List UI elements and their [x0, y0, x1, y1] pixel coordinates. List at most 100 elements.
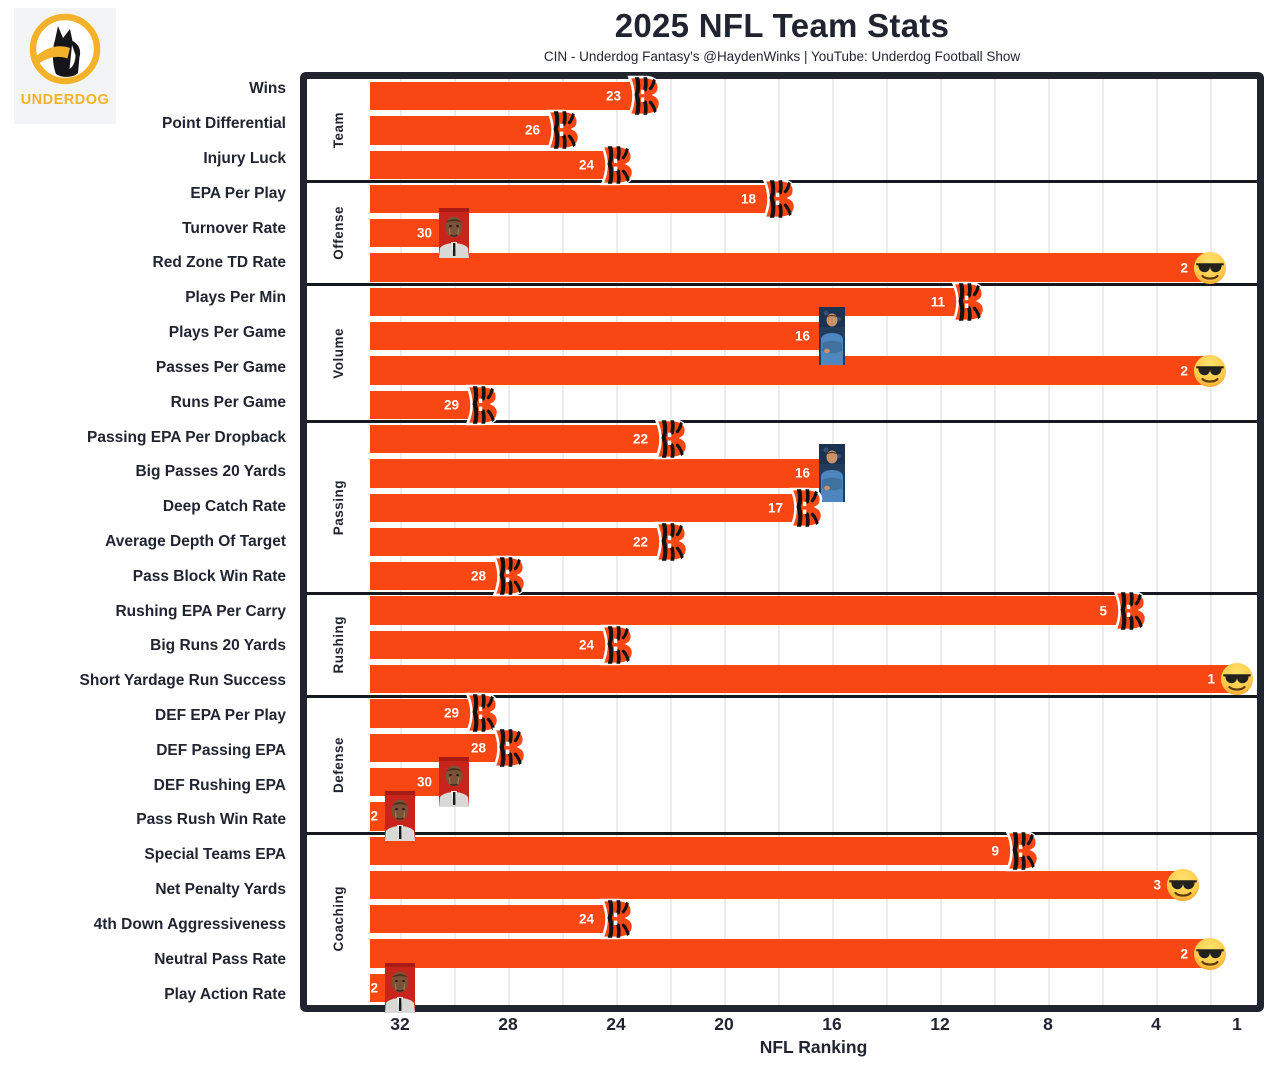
chart-row: 23	[370, 75, 1257, 117]
rank-value: 2	[1180, 363, 1188, 379]
bengals-logo-icon	[597, 898, 635, 940]
group-divider	[307, 283, 1257, 287]
chart-row: 16	[370, 307, 1257, 366]
rank-value: 28	[470, 740, 486, 756]
rank-bar: 23	[370, 82, 643, 111]
rank-bar: 22	[370, 527, 670, 557]
chart-row: 28	[370, 727, 1257, 768]
chart-row: 24	[370, 144, 1257, 185]
rank-value: 16	[794, 328, 810, 344]
underdog-wordmark: UNDERDOG	[20, 92, 110, 108]
rank-bar: 2	[370, 939, 1210, 968]
bengals-logo-icon	[1110, 590, 1148, 632]
group-label-offense: Offense	[307, 182, 370, 285]
chart-row: 2	[370, 250, 1257, 284]
bengals-logo-icon	[948, 281, 986, 323]
row-label: Wins	[249, 80, 286, 98]
row-label: 4th Down Aggressiveness	[93, 915, 286, 933]
row-label: Point Differential	[161, 115, 286, 133]
x-axis-ticks: 32 28 24 20 16 12 8 4 1	[370, 1014, 1257, 1036]
smiling-face-with-sunglasses-emoji-icon	[1166, 868, 1200, 902]
x-tick-label: 28	[498, 1014, 518, 1034]
row-label: Big Passes 20 Yards	[135, 463, 286, 481]
chart-row: 22	[370, 418, 1257, 460]
rank-value: 2	[1180, 946, 1188, 962]
chart-row: 5	[370, 590, 1257, 631]
smiling-face-with-sunglasses-emoji-icon	[1193, 354, 1227, 388]
rank-bar: 9	[370, 836, 1021, 865]
bengals-logo-icon	[759, 178, 797, 220]
row-label: Deep Catch Rate	[162, 498, 286, 516]
gridline	[886, 79, 888, 1005]
gridline	[940, 79, 942, 1005]
row-label: EPA Per Play	[190, 184, 286, 202]
rank-value: 32	[370, 980, 378, 996]
rank-bar: 24	[370, 905, 616, 934]
crying-jordan-icon	[385, 962, 415, 1013]
underdog-logo: UNDERDOG	[14, 8, 116, 124]
rank-bar: 2	[370, 253, 1210, 282]
rank-value: 9	[991, 843, 999, 859]
rank-value: 17	[767, 500, 783, 516]
rank-value: 24	[578, 157, 594, 173]
row-label: DEF Passing EPA	[156, 741, 286, 759]
rank-value: 24	[578, 911, 594, 927]
group-divider	[307, 591, 1257, 595]
bengals-logo-icon	[597, 144, 635, 186]
row-label: DEF EPA Per Play	[155, 707, 286, 725]
rank-bar: 26	[370, 116, 562, 145]
chart-row: 30	[370, 208, 1257, 259]
coach-arms-crossed-icon	[819, 307, 845, 366]
rank-value: 28	[470, 568, 486, 584]
bengals-logo-icon	[462, 384, 500, 426]
rank-value: 16	[794, 465, 810, 481]
row-label: DEF Rushing EPA	[153, 776, 286, 794]
group-label-text: Volume	[331, 327, 346, 379]
row-label: Special Teams EPA	[144, 846, 286, 864]
rank-bar: 24	[370, 150, 616, 179]
bengals-logo-icon	[624, 75, 662, 117]
rank-value: 22	[632, 534, 648, 550]
row-label: Pass Block Win Rate	[132, 567, 286, 585]
rank-value: 22	[632, 431, 648, 447]
rank-bar: 17	[370, 493, 805, 522]
row-label: Play Action Rate	[164, 985, 286, 1003]
bengals-logo-icon	[786, 487, 824, 529]
rank-bar: 22	[370, 424, 670, 454]
row-label: Plays Per Game	[168, 324, 286, 342]
row-label: Runs Per Game	[170, 393, 286, 411]
group-label-text: Rushing	[331, 616, 346, 674]
group-label-volume: Volume	[307, 285, 370, 422]
group-label-team: Team	[307, 79, 370, 182]
row-label: Pass Rush Win Rate	[136, 811, 286, 829]
chart-row: 1	[370, 662, 1257, 696]
group-divider	[307, 420, 1257, 424]
rank-value: 1	[1207, 671, 1215, 687]
bengals-logo-icon	[597, 624, 635, 666]
chart-row: 28	[370, 556, 1257, 597]
chart-row: 11	[370, 281, 1257, 323]
row-label: Average Depth Of Target	[105, 532, 286, 550]
rank-value: 18	[740, 191, 756, 207]
row-label: Turnover Rate	[182, 219, 286, 237]
row-label: Passing EPA Per Dropback	[87, 428, 286, 446]
smiling-face-with-sunglasses-emoji-icon	[1193, 937, 1227, 971]
group-label-passing: Passing	[307, 422, 370, 593]
chart-row: 29	[370, 693, 1257, 734]
rank-value: 3	[1153, 877, 1161, 893]
chart-row: 26	[370, 110, 1257, 151]
bengals-logo-icon	[651, 521, 689, 563]
rank-bar: 18	[370, 184, 778, 214]
rank-value: 29	[443, 397, 459, 413]
x-tick-label: 32	[390, 1014, 410, 1034]
x-tick-label: 24	[606, 1014, 626, 1034]
rank-value: 29	[443, 705, 459, 721]
group-label-text: Passing	[331, 480, 346, 536]
group-label-text: Offense	[331, 206, 346, 261]
rank-bar: 24	[370, 630, 616, 660]
gridline	[778, 79, 780, 1005]
row-label: Plays Per Min	[185, 289, 286, 307]
row-label: Short Yardage Run Success	[79, 672, 286, 690]
gridline	[994, 79, 996, 1005]
